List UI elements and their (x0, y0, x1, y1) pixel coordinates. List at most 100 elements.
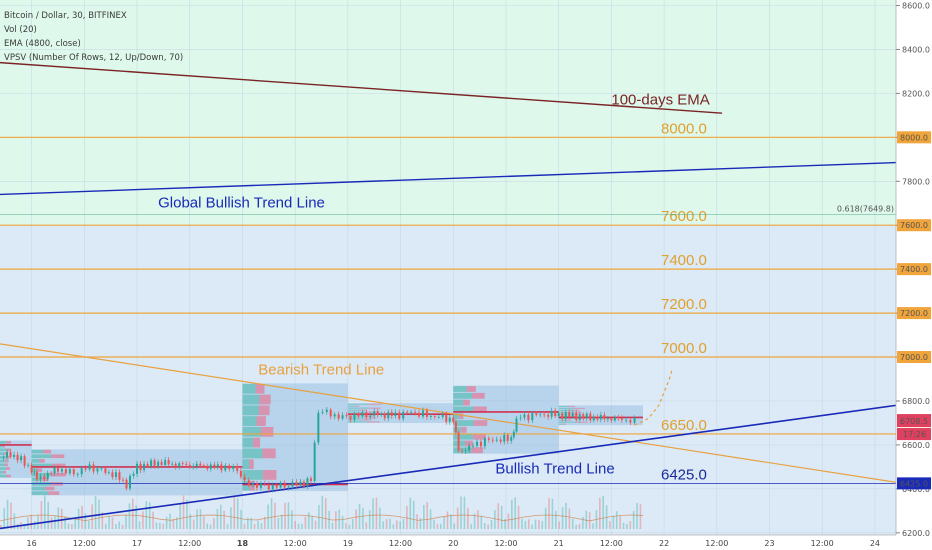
candle-body (243, 476, 246, 481)
candle-body (491, 439, 494, 441)
indicator-vpsv[interactable]: VPSV (Number Of Rows, 12, Up/Down, 70) (4, 53, 183, 63)
volume-bar (111, 517, 114, 529)
candle-body (192, 466, 195, 468)
candle-body (2, 457, 5, 459)
candle-body (454, 421, 457, 433)
vp-up-bar (0, 455, 6, 459)
candle-body (56, 467, 59, 472)
candle-body (519, 417, 522, 419)
candle-body (365, 412, 368, 418)
levels-layer: 8000.0 7600.0 7400.0 7200.0 7000.0 6650.0 6425… (0, 120, 896, 484)
vp-down-bar (566, 419, 572, 421)
candle-body (306, 478, 309, 487)
candle-body (118, 472, 121, 480)
candle-body (457, 432, 460, 451)
candle-body (150, 460, 153, 467)
vp-up-bar (347, 403, 369, 405)
vp-down-bar (473, 406, 487, 413)
vp-up-bar (558, 415, 570, 417)
volume-layer (0, 495, 644, 529)
candle-body (251, 483, 254, 485)
symbol-title: Bitcoin / Dollar, 30, BITFINEX (4, 11, 127, 21)
candle-body (121, 479, 124, 481)
time-tick-1: 12:00 (73, 539, 96, 548)
indicator-ema[interactable]: EMA (4800, close) (4, 39, 81, 49)
volume-bar (571, 518, 574, 529)
trendline-1[interactable] (0, 161, 897, 196)
vp-down-bar (5, 467, 10, 470)
candle-body (267, 484, 270, 490)
volume-bar (230, 507, 232, 529)
candle-body (27, 464, 30, 466)
trendline-2[interactable] (0, 343, 897, 483)
candle-body (383, 413, 386, 419)
volume-bar (348, 524, 351, 529)
volume-bar (50, 517, 53, 529)
vp-up-bar (242, 426, 262, 437)
vp-up-bar (558, 405, 569, 407)
volume-bar (544, 507, 547, 529)
volume-bar (446, 511, 449, 529)
candle-body (571, 412, 574, 417)
vp-down-bar (471, 447, 484, 454)
volume-bar (67, 523, 70, 529)
candle-body (539, 414, 542, 416)
candle-body (317, 412, 320, 443)
candle-body (146, 463, 149, 467)
candle-body (64, 469, 67, 474)
candle-body (43, 476, 46, 480)
time-axis[interactable]: 16 12:00 17 12:00 18 12:00 19 12:00 20 12:00 21 12:… (0, 534, 896, 550)
volume-bar (94, 495, 97, 529)
vp-down-bar (366, 421, 380, 423)
candle-body (9, 451, 12, 457)
vp-down-bar (4, 452, 7, 455)
candle-body (80, 468, 83, 475)
volume-bar (0, 525, 2, 529)
volume-bar (311, 516, 313, 529)
candle-body (475, 441, 478, 446)
candle-body (279, 482, 282, 488)
volume-bar (615, 511, 618, 529)
candle-body (325, 409, 328, 412)
volume-bar (301, 523, 303, 529)
candle-body (139, 463, 142, 471)
candle-body (195, 463, 198, 467)
volume-bar (467, 507, 469, 529)
level-label-7400.0: 7400.0 (661, 252, 707, 269)
candle-body (617, 417, 620, 419)
annotation-0: 100-days EMA (611, 91, 709, 108)
candle-body (394, 412, 397, 416)
volume-bar (189, 513, 192, 529)
vp-up-bar (558, 407, 575, 409)
candle-body (255, 483, 258, 488)
candle-body (543, 414, 546, 416)
candle-body (302, 481, 305, 487)
candle-body (185, 463, 188, 465)
price-axis[interactable]: 6200.06400.06600.06800.07000.07200.07400… (895, 0, 932, 550)
candle-body (239, 470, 242, 477)
volume-bar (433, 519, 435, 529)
candle-body (398, 412, 401, 419)
volume-bar (395, 520, 398, 529)
vp-down-bar (51, 472, 66, 477)
vp-down-bar (368, 403, 382, 405)
volume-bar (84, 513, 87, 529)
vp-up-bar (242, 448, 263, 459)
indicator-volume[interactable]: Vol (20) (4, 25, 37, 35)
candle-body (561, 413, 564, 419)
volume-bar (263, 516, 266, 529)
vp-up-bar (453, 406, 474, 413)
volume-bar (71, 524, 73, 529)
candle-body (410, 411, 413, 413)
vp-up-bar (0, 470, 4, 474)
volume-bar (219, 504, 222, 529)
trendline-0[interactable] (0, 61, 723, 114)
volume-bar (297, 523, 300, 529)
volume-bar (443, 516, 445, 529)
volume-bar (101, 512, 104, 529)
annotations-layer: 100-days EMA Global Bullish Trend Line Bea… (158, 91, 710, 477)
trendline-3[interactable] (0, 404, 897, 530)
candle-body (104, 468, 107, 473)
volume-bar (54, 516, 56, 529)
